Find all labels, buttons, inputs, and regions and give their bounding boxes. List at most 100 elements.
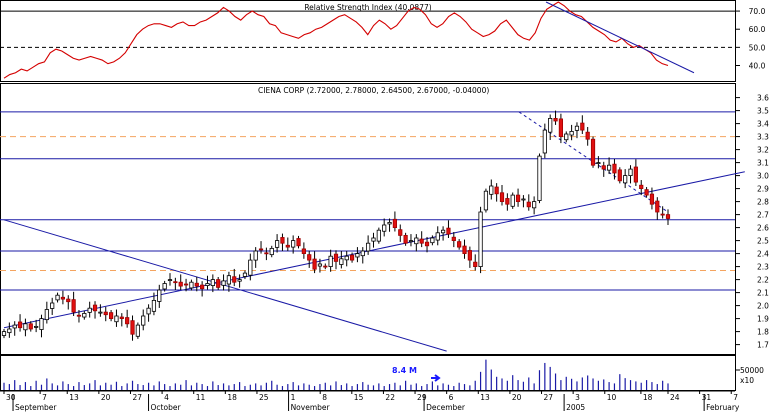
candle-up bbox=[221, 280, 226, 286]
candle-down bbox=[17, 321, 23, 329]
candle-down bbox=[333, 253, 339, 262]
month-label: September bbox=[15, 403, 57, 412]
candle-down bbox=[467, 250, 472, 261]
x-tick-label: 10 bbox=[607, 393, 617, 402]
candle-down bbox=[612, 163, 617, 174]
candle-down bbox=[660, 213, 665, 216]
rsi-tick-label: 40.0 bbox=[749, 61, 766, 70]
time-axis: 30 7 13 20 27 4 11 18 25 1 8 15 22 29 6 13 20 27 3 10 18 24 31… bbox=[0, 390, 740, 412]
candle-up bbox=[414, 237, 419, 245]
candle-up bbox=[1, 331, 7, 336]
candle-down bbox=[285, 244, 290, 248]
candle-down bbox=[403, 234, 408, 244]
x-tick-label: 27 bbox=[132, 393, 142, 402]
candle-up bbox=[355, 253, 360, 258]
price-tick-label: 3.2 bbox=[757, 146, 769, 155]
candle-up bbox=[135, 324, 140, 337]
candle-up bbox=[483, 190, 489, 211]
candle-down bbox=[580, 122, 585, 131]
price-panel bbox=[0, 83, 736, 355]
candle-up bbox=[430, 237, 435, 244]
candle-down bbox=[258, 248, 264, 251]
price-title: CIENA CORP (2.72000, 2.78000, 2.64500, 2… bbox=[258, 86, 489, 95]
x-tick-label: 3 bbox=[575, 393, 580, 402]
price-tick-label: 3.5 bbox=[757, 107, 769, 116]
candle-down bbox=[301, 248, 306, 254]
candle-up bbox=[141, 315, 146, 326]
rsi-tick-label: 50.0 bbox=[749, 43, 766, 52]
candle-down bbox=[515, 194, 521, 203]
candle-down bbox=[499, 192, 505, 202]
candle-down bbox=[119, 316, 124, 320]
candle-up bbox=[12, 324, 17, 329]
candle-up bbox=[382, 224, 387, 232]
candle-down bbox=[71, 299, 76, 313]
candle-down bbox=[349, 254, 355, 261]
candle-down bbox=[323, 265, 328, 268]
candle-up bbox=[39, 318, 44, 330]
candle-up bbox=[478, 211, 483, 267]
candle-down bbox=[644, 189, 649, 196]
candle-up bbox=[548, 118, 553, 133]
x-tick-label: 24 bbox=[670, 393, 680, 402]
volume-panel bbox=[0, 355, 736, 391]
rsi-tick-label: 60.0 bbox=[749, 25, 766, 34]
candle-down bbox=[307, 254, 312, 261]
price-tick-label: 3.4 bbox=[757, 120, 769, 129]
candle-up bbox=[440, 229, 446, 234]
candle-down bbox=[92, 304, 98, 312]
month-label: February bbox=[706, 403, 740, 412]
candle-up bbox=[344, 255, 349, 261]
candle-up bbox=[114, 315, 119, 323]
candle-up bbox=[55, 294, 60, 301]
candle-up bbox=[537, 155, 542, 201]
rsi-series bbox=[3, 1, 695, 79]
candle-up bbox=[146, 307, 151, 315]
x-tick-label: 13 bbox=[69, 393, 79, 402]
candle-up bbox=[98, 311, 103, 314]
candle-down bbox=[178, 281, 183, 287]
candle-down bbox=[312, 258, 317, 270]
x-tick-label: 27 bbox=[544, 393, 554, 402]
candle-down bbox=[392, 218, 398, 228]
rsi-trendline bbox=[545, 1, 695, 74]
x-tick-label: 15 bbox=[354, 393, 364, 402]
arrow-right-icon bbox=[431, 374, 441, 382]
candle-up bbox=[237, 279, 242, 282]
candle-up bbox=[87, 307, 92, 313]
price-tick-label: 2.7 bbox=[757, 211, 769, 220]
x-tick-label: 8 bbox=[322, 393, 327, 402]
candle-down bbox=[446, 227, 451, 235]
x-tick-label: 7 bbox=[733, 393, 738, 402]
candle-down bbox=[526, 201, 531, 208]
candle-up bbox=[564, 133, 569, 141]
candle-down bbox=[183, 283, 189, 286]
candle-down bbox=[590, 138, 596, 166]
candle-down bbox=[232, 276, 237, 283]
candle-up bbox=[542, 129, 547, 154]
candle-up bbox=[371, 237, 376, 242]
volume-multiplier-label: x10 bbox=[740, 376, 754, 385]
candle-up bbox=[521, 198, 526, 201]
x-tick-label: 18 bbox=[643, 393, 653, 402]
candle-up bbox=[253, 250, 258, 261]
candle-up bbox=[50, 302, 55, 309]
candle-down bbox=[494, 186, 499, 195]
candle-up bbox=[210, 279, 215, 286]
candle-up bbox=[376, 229, 381, 242]
candles bbox=[1, 110, 671, 341]
candle-up bbox=[569, 130, 574, 136]
x-tick-label: 6 bbox=[449, 393, 454, 402]
x-tick-label: 30 bbox=[6, 393, 16, 402]
candle-up bbox=[226, 275, 232, 285]
price-tick-label: 2.2 bbox=[757, 276, 769, 285]
candle-down bbox=[264, 252, 269, 255]
rsi-title: Relative Strength Index (40.0877) bbox=[304, 3, 431, 12]
candle-down bbox=[200, 284, 205, 290]
candle-down bbox=[419, 238, 424, 244]
candle-down bbox=[639, 184, 644, 190]
candle-down bbox=[280, 237, 285, 244]
x-tick-label: 18 bbox=[227, 393, 237, 402]
volume-label: 8.4 M bbox=[392, 366, 417, 375]
